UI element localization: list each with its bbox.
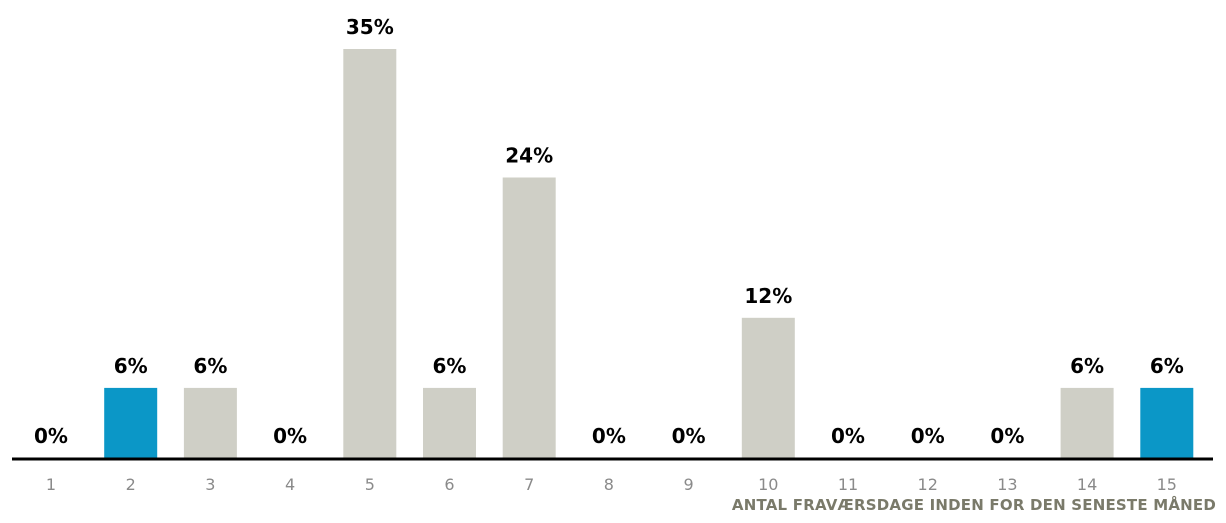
data-label-7: 24% bbox=[505, 144, 553, 168]
tick-label-1: 1 bbox=[46, 475, 56, 494]
data-labels-group: 0% 6% 6% 0% 35% 6% 24% 0% 0% 12% 0% 0% 0% 6% 6% bbox=[34, 15, 1184, 448]
data-label-14: 6% bbox=[1070, 354, 1104, 378]
data-label-9: 0% bbox=[672, 424, 706, 448]
tick-label-5: 5 bbox=[365, 475, 375, 494]
bars-group bbox=[104, 49, 1194, 458]
bar-3 bbox=[183, 387, 237, 458]
tick-label-11: 11 bbox=[838, 475, 858, 494]
bar-7 bbox=[502, 177, 556, 458]
data-label-13: 0% bbox=[990, 424, 1024, 448]
data-label-12: 0% bbox=[911, 424, 945, 448]
data-label-8: 0% bbox=[592, 424, 626, 448]
bar-2 bbox=[104, 387, 158, 458]
tick-labels-group: 1 2 3 4 5 6 7 8 9 10 11 12 13 14 15 bbox=[46, 475, 1177, 494]
tick-label-10: 10 bbox=[758, 475, 778, 494]
data-label-11: 0% bbox=[831, 424, 865, 448]
data-label-10: 12% bbox=[744, 284, 792, 308]
bar-5 bbox=[343, 49, 397, 458]
bar-14 bbox=[1060, 387, 1114, 458]
tick-label-9: 9 bbox=[684, 475, 694, 494]
tick-label-6: 6 bbox=[444, 475, 454, 494]
data-label-1: 0% bbox=[34, 424, 68, 448]
data-label-4: 0% bbox=[273, 424, 307, 448]
bar-6 bbox=[423, 387, 476, 458]
tick-label-4: 4 bbox=[285, 475, 295, 494]
data-label-6: 6% bbox=[433, 354, 467, 378]
data-label-15: 6% bbox=[1150, 354, 1184, 378]
data-label-5: 35% bbox=[346, 15, 394, 39]
tick-label-13: 13 bbox=[997, 475, 1017, 494]
tick-label-12: 12 bbox=[918, 475, 938, 494]
x-axis-title: ANTAL FRAVÆRSDAGE INDEN FOR DEN SENESTE … bbox=[731, 496, 1216, 514]
data-label-2: 6% bbox=[114, 354, 148, 378]
tick-label-3: 3 bbox=[205, 475, 215, 494]
bar-15 bbox=[1140, 387, 1194, 458]
tick-label-7: 7 bbox=[524, 475, 534, 494]
tick-label-15: 15 bbox=[1157, 475, 1177, 494]
data-label-3: 6% bbox=[193, 354, 227, 378]
tick-label-14: 14 bbox=[1077, 475, 1097, 494]
tick-label-2: 2 bbox=[126, 475, 136, 494]
bar-10 bbox=[741, 317, 795, 458]
tick-label-8: 8 bbox=[604, 475, 614, 494]
